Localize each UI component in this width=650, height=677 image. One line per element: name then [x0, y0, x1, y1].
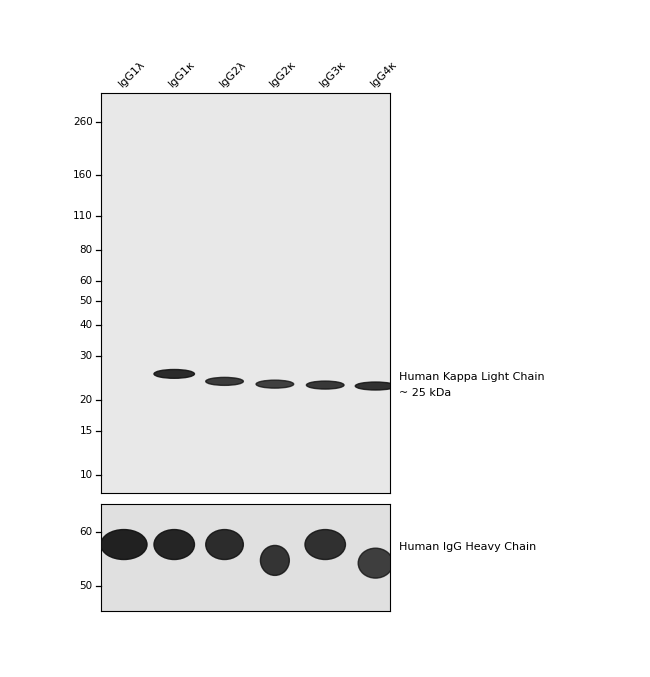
- Text: IgG2λ: IgG2λ: [218, 59, 248, 89]
- Text: 15: 15: [79, 427, 93, 437]
- Text: 260: 260: [73, 118, 93, 127]
- Ellipse shape: [306, 381, 344, 389]
- Text: IgG1κ: IgG1κ: [167, 60, 197, 89]
- Text: 160: 160: [73, 170, 93, 180]
- Text: IgG4κ: IgG4κ: [369, 60, 398, 89]
- Ellipse shape: [154, 529, 194, 559]
- Ellipse shape: [305, 529, 345, 559]
- Ellipse shape: [206, 377, 243, 385]
- Text: 10: 10: [79, 471, 93, 480]
- Text: IgG2κ: IgG2κ: [268, 60, 298, 89]
- Text: IgG1λ: IgG1λ: [117, 60, 147, 89]
- Text: 50: 50: [79, 581, 93, 591]
- Text: 40: 40: [79, 320, 93, 330]
- Text: 80: 80: [79, 245, 93, 255]
- Ellipse shape: [358, 548, 393, 578]
- Ellipse shape: [101, 529, 147, 559]
- Text: 20: 20: [79, 395, 93, 406]
- Text: Human Kappa Light Chain: Human Kappa Light Chain: [398, 372, 544, 382]
- Ellipse shape: [261, 546, 289, 575]
- Text: 60: 60: [79, 527, 93, 537]
- Text: 60: 60: [79, 276, 93, 286]
- Ellipse shape: [256, 380, 294, 388]
- Text: Human IgG Heavy Chain: Human IgG Heavy Chain: [398, 542, 536, 552]
- Text: 50: 50: [79, 296, 93, 306]
- Text: IgG3κ: IgG3κ: [318, 60, 348, 89]
- Ellipse shape: [206, 529, 243, 559]
- Ellipse shape: [356, 382, 396, 390]
- Text: 30: 30: [79, 351, 93, 362]
- Text: ~ 25 kDa: ~ 25 kDa: [398, 388, 451, 397]
- Ellipse shape: [154, 370, 194, 378]
- Text: 110: 110: [73, 211, 93, 221]
